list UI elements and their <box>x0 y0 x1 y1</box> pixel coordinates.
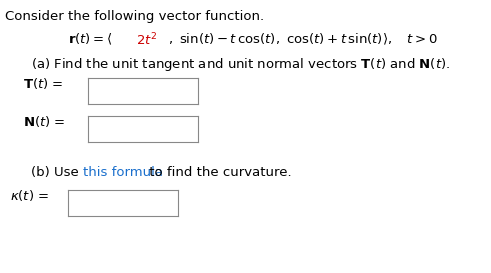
Text: to find the curvature.: to find the curvature. <box>145 166 292 179</box>
Text: Consider the following vector function.: Consider the following vector function. <box>5 10 264 23</box>
Text: $\mathbf{T}$$(t)$ =: $\mathbf{T}$$(t)$ = <box>23 76 63 91</box>
Text: $\kappa(t)$ =: $\kappa(t)$ = <box>10 188 49 203</box>
Text: this formula: this formula <box>83 166 163 179</box>
Text: (b) Use: (b) Use <box>31 166 83 179</box>
Text: $2t^2$: $2t^2$ <box>136 32 158 49</box>
Text: $\mathbf{r}$$(t) = \langle$: $\mathbf{r}$$(t) = \langle$ <box>68 32 112 47</box>
Text: $, \ \mathrm{sin}(t) - t\,\mathrm{cos}(t), \ \mathrm{cos}(t) + t\,\mathrm{sin}(t: $, \ \mathrm{sin}(t) - t\,\mathrm{cos}(t… <box>168 32 438 47</box>
Text: $\mathbf{N}$$(t)$ =: $\mathbf{N}$$(t)$ = <box>23 114 65 129</box>
Text: (a) Find the unit tangent and unit normal vectors $\mathbf{T}$$(t)$ and $\mathbf: (a) Find the unit tangent and unit norma… <box>31 56 450 73</box>
